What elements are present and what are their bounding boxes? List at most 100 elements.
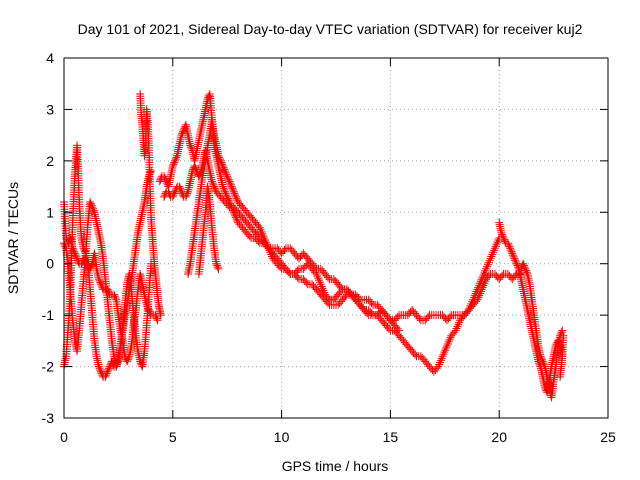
- x-tick-label: 15: [383, 429, 399, 445]
- data-point-trace-j: [519, 259, 528, 268]
- chart-title: Day 101 of 2021, Sidereal Day-to-day VTE…: [78, 21, 583, 37]
- interp-point-trace-c: [112, 360, 121, 369]
- interp-point-trace-f: [209, 180, 218, 189]
- interp-point-trace-h: [213, 261, 222, 270]
- interp-point-trace-f: [176, 186, 185, 194]
- data-point-trace-g: [216, 156, 225, 165]
- interp-point-trace-f: [480, 279, 489, 288]
- data-point-trace-g: [312, 270, 321, 278]
- data-point-trace-e: [486, 254, 495, 263]
- interp-point-trace-i: [504, 240, 513, 249]
- data-point-trace-g: [227, 182, 236, 191]
- interp-point-trace-e: [280, 246, 289, 254]
- data-points: [60, 90, 568, 402]
- data-point-trace-i: [497, 228, 506, 237]
- interp-point-trace-e: [220, 186, 229, 194]
- data-point-trace-a: [110, 290, 119, 299]
- interp-point-trace-g: [219, 163, 228, 172]
- interp-point-trace-e: [324, 273, 333, 282]
- interp-point-trace-g: [231, 191, 240, 200]
- y-axis-title: SDTVAR / TECUs: [5, 182, 21, 294]
- interp-point-trace-f: [169, 191, 178, 200]
- x-tick-labels: 0 5 10 15 20 25: [60, 429, 616, 445]
- interp-point-trace-g: [218, 160, 227, 169]
- interp-point-trace-e: [436, 358, 445, 367]
- interp-point-trace-f: [393, 312, 402, 321]
- interp-point-trace-f: [191, 163, 200, 172]
- interp-point-trace-g: [337, 287, 346, 296]
- interp-point-trace-g: [318, 284, 327, 293]
- data-point-trace-e: [490, 244, 499, 253]
- interp-point-trace-f: [476, 289, 485, 298]
- interp-point-trace-e: [489, 248, 498, 257]
- data-point-trace-b: [103, 367, 112, 376]
- interp-point-trace-e: [483, 262, 492, 271]
- interp-point-trace-g: [220, 165, 229, 174]
- interp-point-trace-i: [507, 247, 516, 256]
- y-tick-label: 2: [46, 153, 54, 169]
- y-tick-label: -1: [42, 307, 55, 323]
- interp-point-trace-g: [367, 299, 376, 308]
- y-tick-label: -3: [42, 410, 55, 426]
- x-axis-title: GPS time / hours: [282, 458, 389, 474]
- interp-point-trace-f: [210, 184, 219, 193]
- interp-point-trace-g: [266, 248, 275, 257]
- interp-point-trace-j: [557, 328, 566, 337]
- interp-point-trace-f: [485, 271, 494, 280]
- interp-point-trace-a: [69, 246, 78, 254]
- interp-point-trace-g: [354, 294, 363, 302]
- interp-point-trace-c: [89, 206, 98, 215]
- data-point-trace-c: [112, 362, 121, 371]
- interp-point-trace-f: [302, 278, 311, 287]
- data-point-trace-f: [473, 295, 482, 304]
- interp-point-trace-g: [258, 229, 267, 238]
- data-point-trace-g: [214, 151, 223, 160]
- data-point-trace-h: [212, 259, 221, 268]
- interp-point-trace-b: [104, 364, 113, 373]
- interp-point-trace-c: [60, 240, 69, 249]
- data-point-trace-e: [218, 182, 227, 191]
- x-tick-label: 25: [600, 429, 616, 445]
- interp-point-trace-a: [152, 312, 161, 321]
- interp-point-trace-e: [481, 266, 490, 275]
- data-point-trace-e: [186, 141, 195, 150]
- interp-point-trace-e: [245, 232, 254, 241]
- data-point-trace-j: [521, 264, 530, 273]
- interp-point-trace-f: [424, 312, 433, 321]
- interp-point-trace-b: [102, 369, 111, 378]
- interp-point-trace-j: [522, 268, 531, 277]
- interp-point-trace-g: [222, 170, 231, 179]
- interp-point-trace-g: [221, 168, 230, 177]
- interp-point-trace-g: [229, 186, 238, 194]
- data-point-trace-j: [536, 352, 545, 361]
- interp-point-trace-e: [219, 184, 228, 193]
- interp-point-trace-e: [453, 322, 462, 331]
- interp-point-trace-g: [315, 276, 324, 285]
- interp-point-trace-g: [293, 266, 302, 275]
- x-tick-label: 20: [491, 429, 507, 445]
- interp-point-trace-e: [204, 93, 213, 102]
- y-tick-label: 0: [46, 256, 54, 272]
- interp-point-trace-f: [341, 292, 350, 301]
- data-point-trace-b: [147, 167, 156, 176]
- interp-point-trace-i: [498, 230, 507, 239]
- interp-point-trace-f: [474, 293, 483, 302]
- interp-point-trace-i: [509, 252, 518, 261]
- data-point-trace-e: [170, 156, 179, 165]
- interp-point-trace-g: [232, 194, 241, 203]
- interp-point-trace-g: [314, 274, 323, 283]
- y-tick-label: 1: [46, 204, 54, 220]
- data-point-trace-i: [499, 234, 508, 242]
- interp-point-trace-f: [511, 271, 520, 280]
- data-point-trace-g: [316, 280, 325, 289]
- interp-point-trace-j: [540, 360, 549, 369]
- data-point-trace-g: [264, 244, 273, 253]
- interp-point-trace-e: [172, 153, 181, 162]
- data-point-trace-h: [214, 264, 223, 273]
- interp-point-trace-j: [522, 266, 531, 275]
- interp-point-trace-i: [511, 258, 520, 266]
- interp-point-trace-e: [489, 246, 498, 255]
- interp-point-trace-a: [71, 251, 80, 260]
- interp-point-trace-c: [89, 204, 98, 213]
